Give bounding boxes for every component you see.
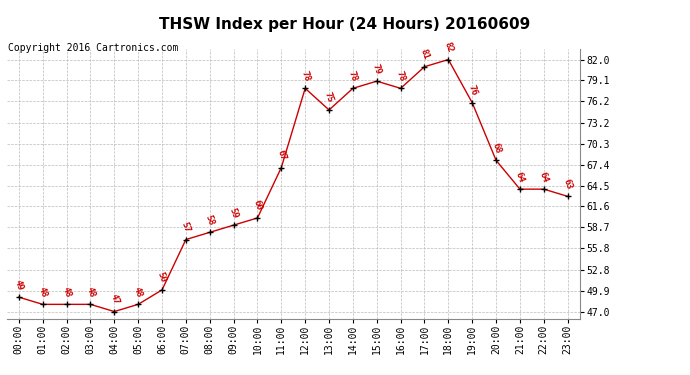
Text: 48: 48: [132, 285, 144, 298]
Text: 75: 75: [323, 91, 335, 104]
Text: 60: 60: [251, 199, 264, 212]
Text: 76: 76: [466, 84, 478, 97]
Text: 47: 47: [108, 292, 120, 306]
Text: 78: 78: [299, 69, 311, 82]
Text: 82: 82: [442, 40, 455, 54]
Text: 67: 67: [275, 148, 288, 162]
Text: THSW Index per Hour (24 Hours) 20160609: THSW Index per Hour (24 Hours) 20160609: [159, 17, 531, 32]
Text: 78: 78: [347, 69, 359, 82]
Text: 48: 48: [61, 285, 72, 298]
Text: 64: 64: [514, 170, 526, 183]
Text: 57: 57: [180, 220, 192, 234]
Text: 58: 58: [204, 213, 216, 226]
Text: 64: 64: [538, 170, 550, 183]
Text: 48: 48: [84, 285, 97, 298]
Text: Copyright 2016 Cartronics.com: Copyright 2016 Cartronics.com: [8, 43, 179, 53]
Text: 49: 49: [12, 278, 25, 291]
Text: 79: 79: [371, 62, 383, 75]
Text: 50: 50: [156, 271, 168, 284]
Text: 48: 48: [37, 285, 49, 298]
Text: 59: 59: [228, 206, 239, 219]
Text: THSW  (°F): THSW (°F): [583, 35, 650, 45]
Text: 63: 63: [562, 177, 574, 190]
Text: 81: 81: [418, 48, 431, 61]
Text: 78: 78: [395, 69, 406, 82]
Text: 68: 68: [490, 141, 502, 154]
